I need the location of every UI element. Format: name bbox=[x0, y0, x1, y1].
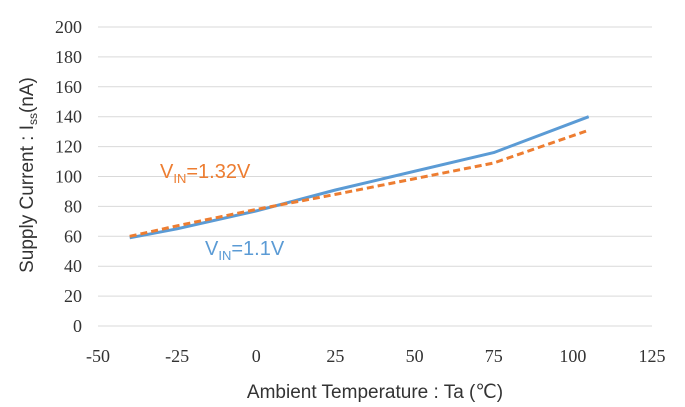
series-label-0-sub: IN bbox=[218, 248, 231, 263]
series-label-vin-1-1v: VIN=1.1V bbox=[205, 238, 285, 263]
y-tick-label: 0 bbox=[73, 316, 82, 336]
y-axis-ticks: 0 20 40 60 80 100 120 140 160 180 200 bbox=[55, 17, 82, 336]
y-tick-label: 120 bbox=[55, 137, 82, 157]
y-axis-title-suffix: (nA) bbox=[17, 77, 38, 113]
x-axis-title: Ambient Temperature : Ta (℃) bbox=[247, 382, 503, 403]
x-tick-label: 25 bbox=[326, 346, 344, 366]
y-tick-label: 160 bbox=[55, 77, 82, 97]
x-tick-label: 75 bbox=[485, 346, 503, 366]
y-tick-label: 100 bbox=[55, 167, 82, 187]
y-tick-label: 20 bbox=[64, 286, 82, 306]
y-tick-label: 60 bbox=[64, 226, 82, 246]
x-tick-label: -25 bbox=[165, 346, 189, 366]
grid bbox=[98, 26, 652, 327]
x-tick-label: 0 bbox=[252, 346, 261, 366]
series-label-1-suffix: =1.32V bbox=[186, 161, 251, 183]
y-tick-label: 200 bbox=[55, 17, 82, 37]
x-tick-label: -50 bbox=[86, 346, 110, 366]
x-axis-ticks: -50 -25 0 25 50 75 100 125 bbox=[86, 346, 666, 366]
y-tick-label: 40 bbox=[64, 256, 82, 276]
series-line-1 bbox=[129, 128, 590, 238]
x-tick-label: 125 bbox=[639, 346, 666, 366]
series-label-0-suffix: =1.1V bbox=[231, 238, 284, 260]
series-label-1-sub: IN bbox=[173, 171, 186, 186]
y-axis-title: Supply Current : Iss(nA) bbox=[17, 77, 40, 273]
x-tick-label: 100 bbox=[559, 346, 586, 366]
x-tick-label: 50 bbox=[406, 346, 424, 366]
y-tick-label: 180 bbox=[55, 47, 82, 67]
y-tick-label: 80 bbox=[64, 196, 82, 216]
series-label-1-prefix: V bbox=[160, 161, 174, 183]
y-axis-title-sub: ss bbox=[26, 113, 40, 125]
series-lines bbox=[129, 115, 590, 240]
y-tick-label: 140 bbox=[55, 107, 82, 127]
y-axis-title-prefix: Supply Current : I bbox=[17, 125, 38, 273]
series-label-vin-1-32v: VIN=1.32V bbox=[160, 161, 251, 186]
series-label-0-prefix: V bbox=[205, 238, 219, 260]
